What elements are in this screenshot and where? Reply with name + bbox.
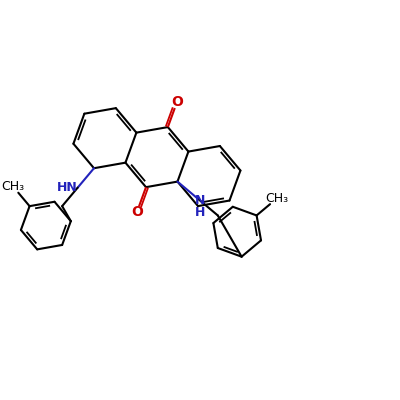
Text: N
H: N H [195, 194, 206, 219]
Text: CH₃: CH₃ [1, 180, 24, 193]
Text: HN: HN [57, 181, 78, 194]
Text: CH₃: CH₃ [265, 192, 288, 205]
Text: O: O [131, 206, 143, 220]
Text: O: O [171, 95, 183, 109]
